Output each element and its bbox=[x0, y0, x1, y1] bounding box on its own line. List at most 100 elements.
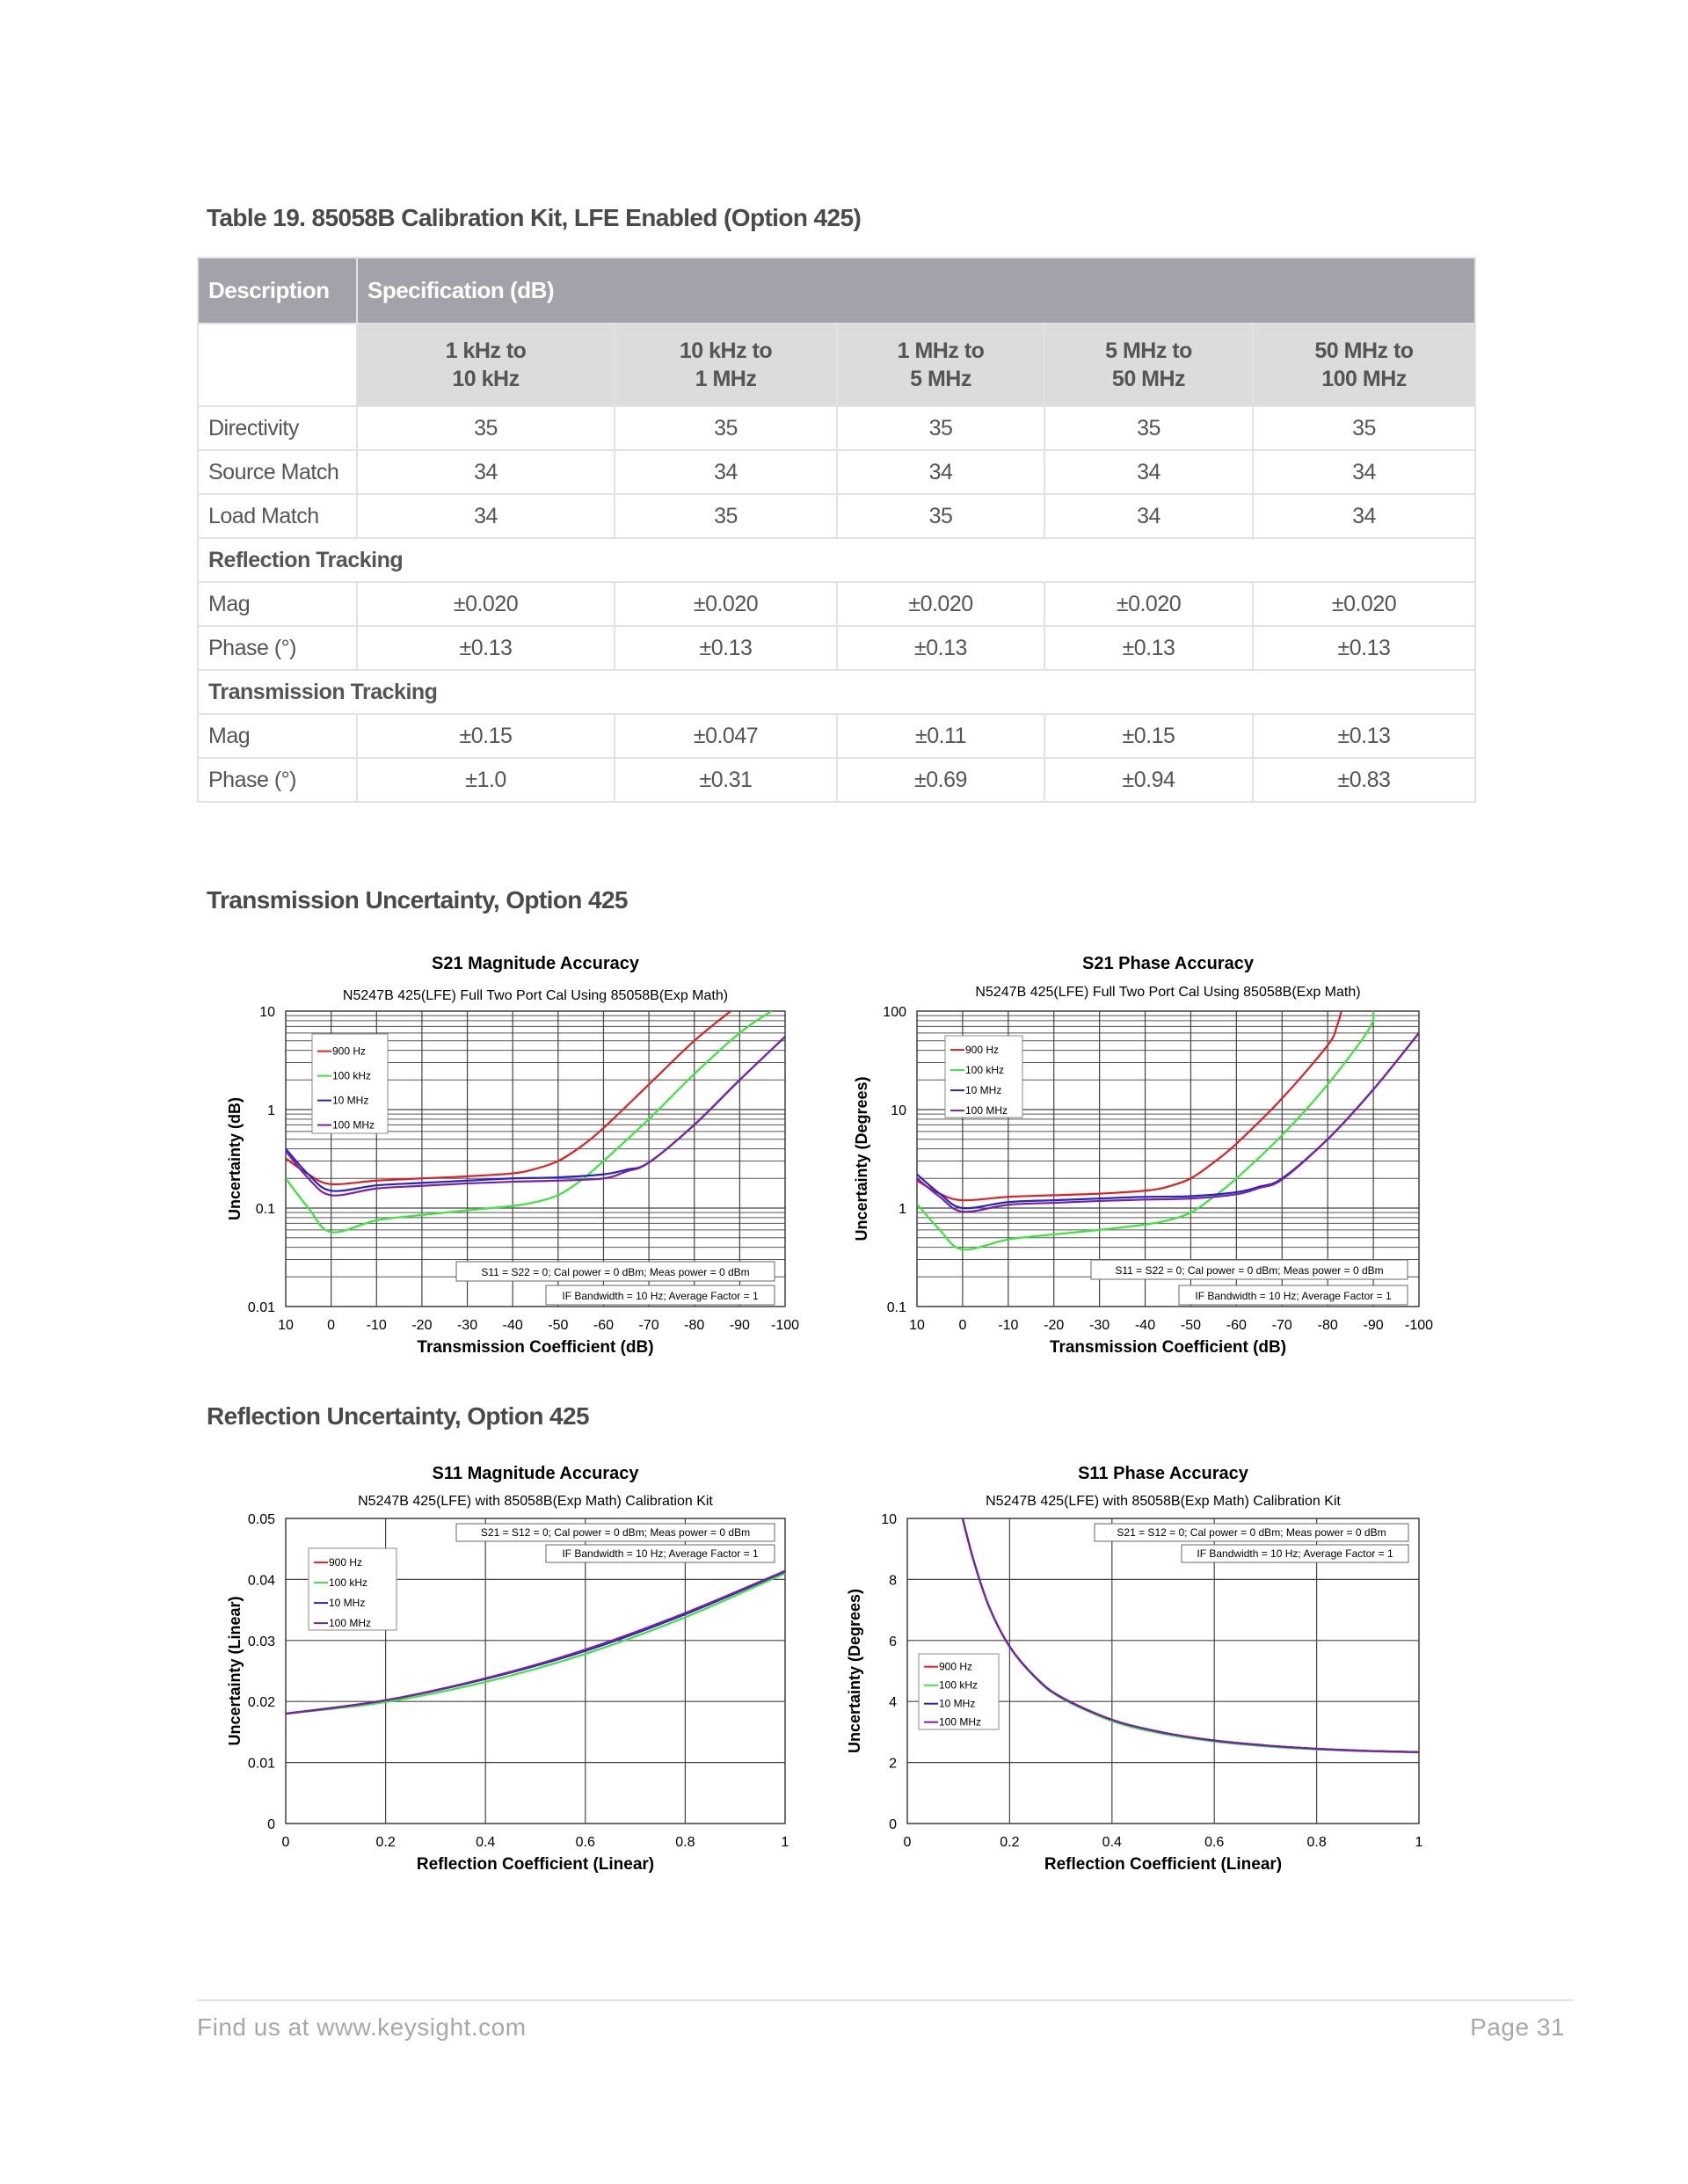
y-tick-label: 0.03 bbox=[248, 1634, 275, 1649]
frequency-band-header: 1 MHz to 5 MHz bbox=[836, 323, 1045, 407]
y-tick-label: 0 bbox=[267, 1817, 275, 1832]
y-tick-label: 0.01 bbox=[248, 1300, 275, 1315]
x-tick-label: 0 bbox=[904, 1835, 912, 1850]
footer-divider bbox=[197, 1999, 1573, 2001]
section-label: Transmission Tracking bbox=[197, 669, 1476, 715]
x-tick-label: 0.2 bbox=[375, 1835, 395, 1850]
series-line-100-khz bbox=[286, 1572, 785, 1715]
series-line-900-hz bbox=[917, 1010, 1342, 1202]
legend-label: 100 kHz bbox=[939, 1679, 978, 1692]
x-tick-label: 0 bbox=[282, 1835, 290, 1850]
spec-value: ±0.020 bbox=[1252, 581, 1476, 627]
series-line-100-mhz bbox=[917, 1032, 1419, 1213]
spec-value: ±0.94 bbox=[1044, 757, 1254, 803]
y-tick-label: 0.1 bbox=[887, 1300, 906, 1315]
x-tick-label: -30 bbox=[457, 1318, 477, 1333]
annotation-box bbox=[1090, 1259, 1408, 1280]
spec-value: ±0.11 bbox=[836, 713, 1045, 759]
annotation-text: IF Bandwidth = 10 Hz; Average Factor = 1 bbox=[562, 1290, 759, 1302]
spec-value: 34 bbox=[1044, 449, 1254, 495]
spec-value: 34 bbox=[1252, 493, 1476, 539]
row-label: Load Match bbox=[197, 493, 358, 539]
spec-value: ±0.15 bbox=[356, 713, 615, 759]
chart-subtitle: N5247B 425(LFE) with 85058B(Exp Math) Ca… bbox=[986, 1494, 1341, 1509]
y-tick-label: 10 bbox=[891, 1103, 906, 1118]
row-label: Phase (°) bbox=[197, 625, 358, 671]
transmission-heading: Transmission Uncertainty, Option 425 bbox=[207, 886, 629, 914]
legend-label: 10 MHz bbox=[329, 1597, 365, 1609]
spec-value: ±1.0 bbox=[356, 757, 615, 803]
frequency-band-header: 5 MHz to 50 MHz bbox=[1044, 323, 1254, 407]
footer-page-number: Page 31 bbox=[1470, 2013, 1565, 2041]
band-label-line: 5 MHz to bbox=[1105, 339, 1192, 363]
y-tick-label: 0.1 bbox=[256, 1202, 275, 1217]
spec-value: ±0.69 bbox=[836, 757, 1045, 803]
chart-title: S21 Phase Accuracy bbox=[1082, 954, 1255, 973]
annotation-box bbox=[1094, 1523, 1409, 1542]
y-tick-label: 0.01 bbox=[248, 1757, 275, 1772]
legend-box bbox=[944, 1035, 1023, 1118]
y-tick-label: 0.02 bbox=[248, 1695, 275, 1710]
x-tick-label: -30 bbox=[1089, 1318, 1110, 1333]
y-tick-label: 10 bbox=[881, 1512, 897, 1527]
y-tick-label: 10 bbox=[259, 1005, 275, 1020]
x-tick-label: 1 bbox=[1415, 1835, 1423, 1850]
x-tick-label: 0.8 bbox=[675, 1835, 695, 1850]
x-axis-label: Transmission Coefficient (dB) bbox=[1050, 1338, 1286, 1357]
spec-value: ±0.15 bbox=[1044, 713, 1254, 759]
spec-value: ±0.83 bbox=[1252, 757, 1476, 803]
spec-value: ±0.31 bbox=[614, 757, 838, 803]
y-axis-label: Uncertainty (dB) bbox=[226, 1097, 244, 1220]
annotation-box bbox=[545, 1285, 775, 1306]
row-label: Mag bbox=[197, 581, 358, 627]
legend-label: 100 MHz bbox=[329, 1617, 371, 1629]
x-tick-label: 0.4 bbox=[1102, 1835, 1122, 1850]
x-tick-label: -100 bbox=[1405, 1318, 1433, 1333]
y-tick-label: 1 bbox=[899, 1202, 906, 1217]
x-axis-label: Reflection Coefficient (Linear) bbox=[417, 1855, 654, 1874]
x-tick-label: -90 bbox=[1364, 1318, 1384, 1333]
header-description: Description bbox=[197, 257, 358, 324]
annotation-box bbox=[455, 1261, 775, 1282]
table-title: Table 19. 85058B Calibration Kit, LFE En… bbox=[207, 204, 862, 231]
series-line-900-hz bbox=[286, 1010, 731, 1186]
row-label: Source Match bbox=[197, 449, 358, 495]
x-tick-label: -70 bbox=[639, 1318, 659, 1333]
s11-phase-chart: S11 Phase Accuracy N5247B 425(LFE) with 8… bbox=[844, 1460, 1459, 1882]
spec-value: 35 bbox=[836, 405, 1045, 451]
band-label-line: 5 MHz bbox=[910, 367, 971, 391]
annotation-text: S11 = S22 = 0; Cal power = 0 dBm; Meas p… bbox=[1115, 1264, 1383, 1277]
y-axis-label: Uncertainty (Degrees) bbox=[853, 1076, 870, 1241]
annotation-box bbox=[1181, 1544, 1409, 1563]
x-tick-label: 0 bbox=[327, 1318, 335, 1333]
y-tick-label: 0.04 bbox=[248, 1573, 275, 1588]
table-row: Load Match 34 35 35 34 34 bbox=[197, 493, 1476, 539]
row-label: Directivity bbox=[197, 405, 358, 451]
spec-value: ±0.13 bbox=[356, 625, 615, 671]
table-row: Phase (°) ±1.0 ±0.31 ±0.69 ±0.94 ±0.83 bbox=[197, 757, 1476, 803]
legend-label: 100 kHz bbox=[965, 1064, 1004, 1076]
annotation-text: IF Bandwidth = 10 Hz; Average Factor = 1 bbox=[1197, 1547, 1393, 1560]
x-tick-label: 10 bbox=[909, 1318, 925, 1333]
table-row: Directivity 35 35 35 35 35 bbox=[197, 405, 1476, 451]
section-label: Reflection Tracking bbox=[197, 537, 1476, 583]
spec-value: 35 bbox=[1044, 405, 1254, 451]
legend-label: 900 Hz bbox=[965, 1044, 999, 1056]
x-tick-label: 0.2 bbox=[1000, 1835, 1019, 1850]
frequency-band-header: 50 MHz to 100 MHz bbox=[1252, 323, 1476, 407]
spec-value: 34 bbox=[836, 449, 1045, 495]
x-tick-label: -60 bbox=[1226, 1318, 1247, 1333]
legend-label: 10 MHz bbox=[332, 1095, 368, 1107]
spec-value: ±0.13 bbox=[1044, 625, 1254, 671]
annotation-text: S11 = S22 = 0; Cal power = 0 dBm; Meas p… bbox=[481, 1266, 749, 1278]
annotation-text: IF Bandwidth = 10 Hz; Average Factor = 1 bbox=[562, 1547, 759, 1560]
spec-value: ±0.13 bbox=[1252, 713, 1476, 759]
legend-label: 100 kHz bbox=[332, 1070, 371, 1082]
reflection-heading: Reflection Uncertainty, Option 425 bbox=[207, 1402, 590, 1430]
spec-value: 34 bbox=[1252, 449, 1476, 495]
x-tick-label: 0.6 bbox=[1204, 1835, 1224, 1850]
table-row: Source Match 34 34 34 34 34 bbox=[197, 449, 1476, 495]
x-tick-label: 0.8 bbox=[1306, 1835, 1326, 1850]
annotation-text: S21 = S12 = 0; Cal power = 0 dBm; Meas p… bbox=[481, 1526, 750, 1539]
band-label-line: 10 kHz to bbox=[679, 339, 773, 363]
